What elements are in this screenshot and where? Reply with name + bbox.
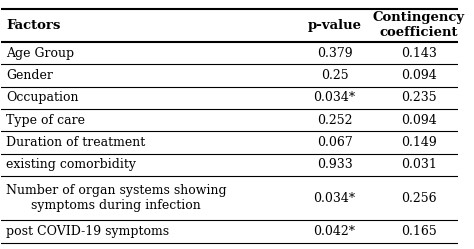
Text: 0.165: 0.165 [401, 225, 437, 238]
Text: 0.034*: 0.034* [313, 91, 356, 104]
Text: 0.042*: 0.042* [313, 225, 356, 238]
Text: Number of organ systems showing
symptoms during infection: Number of organ systems showing symptoms… [6, 184, 227, 212]
Text: Factors: Factors [6, 19, 60, 32]
Text: Gender: Gender [6, 69, 53, 82]
Text: 0.256: 0.256 [401, 192, 437, 205]
Text: 0.094: 0.094 [401, 114, 437, 127]
Text: 0.034*: 0.034* [313, 192, 356, 205]
Text: Age Group: Age Group [6, 47, 74, 60]
Text: existing comorbidity: existing comorbidity [6, 158, 136, 171]
Text: 0.235: 0.235 [401, 91, 437, 104]
Text: 0.379: 0.379 [317, 47, 352, 60]
Text: Occupation: Occupation [6, 91, 79, 104]
Text: 0.094: 0.094 [401, 69, 437, 82]
Text: 0.067: 0.067 [317, 136, 353, 149]
Text: Contingency
coefficient: Contingency coefficient [373, 11, 465, 40]
Text: p-value: p-value [308, 19, 362, 32]
Text: 0.143: 0.143 [401, 47, 437, 60]
Text: 0.25: 0.25 [321, 69, 348, 82]
Text: 0.933: 0.933 [317, 158, 353, 171]
Text: Duration of treatment: Duration of treatment [6, 136, 145, 149]
Text: 0.031: 0.031 [401, 158, 437, 171]
Text: 0.149: 0.149 [401, 136, 437, 149]
Text: 0.252: 0.252 [317, 114, 352, 127]
Text: post COVID-19 symptoms: post COVID-19 symptoms [6, 225, 169, 238]
Text: Type of care: Type of care [6, 114, 85, 127]
